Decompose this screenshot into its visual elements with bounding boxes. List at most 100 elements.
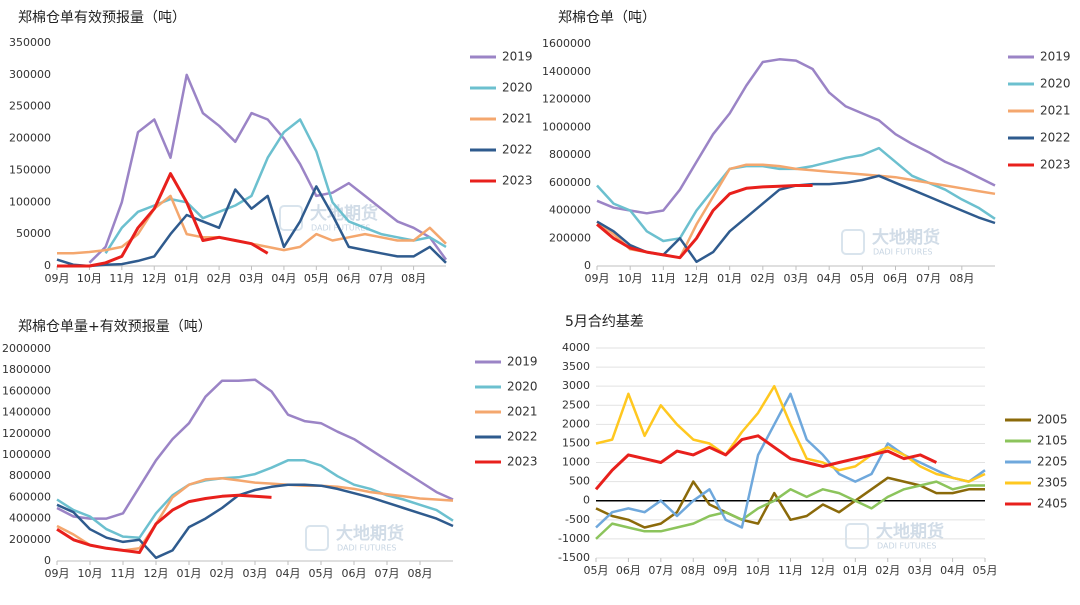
series-line bbox=[595, 480, 985, 540]
watermark-sub: DADI FUTURES bbox=[877, 542, 936, 551]
watermark-logo bbox=[279, 205, 303, 231]
x-tick-label: 07月 bbox=[648, 564, 673, 577]
legend-label: 2020 bbox=[502, 81, 533, 95]
y-tick-label: 1000 bbox=[562, 456, 590, 469]
x-tick-label: 01月 bbox=[174, 272, 199, 285]
x-tick-label: 05月 bbox=[850, 272, 875, 285]
y-tick-label: 350000 bbox=[9, 36, 51, 49]
x-tick-label: 11月 bbox=[778, 564, 803, 577]
x-tick-label: 11月 bbox=[111, 567, 136, 580]
watermark-logo bbox=[305, 525, 329, 551]
legend-label: 2021 bbox=[507, 405, 538, 419]
x-tick-label: 07月 bbox=[375, 567, 400, 580]
x-tick-label: 08月 bbox=[401, 272, 426, 285]
legend-label: 2022 bbox=[507, 430, 538, 444]
y-tick-label: 3000 bbox=[562, 379, 590, 392]
legend-label: 2021 bbox=[502, 112, 533, 126]
y-tick-label: 0 bbox=[583, 494, 590, 507]
x-tick-label: 06月 bbox=[616, 564, 641, 577]
legend-label: 2020 bbox=[507, 380, 538, 394]
x-tick-label: 02月 bbox=[750, 272, 775, 285]
x-tick-label: 10月 bbox=[618, 272, 643, 285]
y-tick-label: 1500 bbox=[562, 436, 590, 449]
x-tick-label: 08月 bbox=[681, 564, 706, 577]
x-tick-label: 10月 bbox=[77, 272, 102, 285]
series-line bbox=[594, 434, 938, 491]
legend-label: 2020 bbox=[1040, 77, 1071, 91]
watermark-sub: DADI FUTURES bbox=[311, 224, 370, 233]
series-line bbox=[104, 118, 447, 254]
x-tick-label: 10月 bbox=[78, 567, 103, 580]
x-tick-label: 01月 bbox=[177, 567, 202, 580]
x-tick-label: 03月 bbox=[243, 567, 268, 580]
x-tick-label: 12月 bbox=[142, 272, 167, 285]
y-tick-label: -1000 bbox=[558, 532, 590, 545]
x-tick-label: 07月 bbox=[916, 272, 941, 285]
legend-label: 2021 bbox=[1040, 104, 1071, 118]
y-tick-label: 600000 bbox=[549, 176, 591, 189]
series-line bbox=[88, 73, 448, 264]
y-tick-label: 0 bbox=[44, 554, 51, 567]
y-tick-label: 600000 bbox=[9, 490, 51, 503]
legend-label: 2105 bbox=[1037, 434, 1068, 448]
watermark: 大地期货 bbox=[310, 203, 378, 224]
series-line bbox=[596, 184, 813, 260]
series-line bbox=[57, 172, 269, 268]
y-tick-label: 200000 bbox=[9, 533, 51, 546]
legend-label: 2019 bbox=[1040, 50, 1071, 64]
x-tick-label: 12月 bbox=[144, 567, 169, 580]
x-tick-label: 03月 bbox=[784, 272, 809, 285]
watermark-logo bbox=[841, 229, 865, 255]
x-tick-label: 06月 bbox=[336, 272, 361, 285]
y-tick-label: 300000 bbox=[9, 68, 51, 81]
series-line bbox=[56, 378, 454, 520]
series-line bbox=[56, 483, 454, 560]
y-tick-label: -1500 bbox=[558, 551, 590, 564]
legend-label: 2022 bbox=[502, 143, 533, 157]
series-line bbox=[596, 174, 996, 264]
watermark: 大地期货 bbox=[336, 523, 404, 544]
legend-label: 2205 bbox=[1037, 455, 1068, 469]
x-tick-label: 05月 bbox=[584, 564, 609, 577]
y-tick-label: 800000 bbox=[549, 148, 591, 161]
y-tick-label: 250000 bbox=[9, 100, 51, 113]
x-tick-label: 03月 bbox=[239, 272, 264, 285]
x-tick-label: 01月 bbox=[717, 272, 742, 285]
y-tick-label: 1600000 bbox=[2, 384, 51, 397]
series-line bbox=[56, 185, 447, 268]
chart-title: 郑棉仓单（吨） bbox=[558, 9, 656, 26]
x-tick-label: 04月 bbox=[271, 272, 296, 285]
x-tick-label: 12月 bbox=[810, 564, 835, 577]
x-tick-label: 12月 bbox=[684, 272, 709, 285]
x-tick-label: 09月 bbox=[713, 564, 738, 577]
series-line bbox=[56, 493, 272, 554]
x-tick-label: 08月 bbox=[949, 272, 974, 285]
y-tick-label: 3500 bbox=[562, 360, 590, 373]
y-tick-label: 50000 bbox=[16, 227, 51, 240]
legend-label: 2305 bbox=[1037, 476, 1068, 490]
x-tick-label: 05月 bbox=[304, 272, 329, 285]
x-tick-label: 05月 bbox=[309, 567, 334, 580]
y-tick-label: -500 bbox=[565, 513, 590, 526]
legend-label: 2005 bbox=[1037, 413, 1068, 427]
x-tick-label: 07月 bbox=[369, 272, 394, 285]
y-tick-label: 400000 bbox=[9, 512, 51, 525]
series-line bbox=[595, 392, 986, 529]
y-tick-label: 2000 bbox=[562, 417, 590, 430]
y-tick-label: 0 bbox=[44, 259, 51, 272]
chart-title: 郑棉仓单量+有效预报量（吨） bbox=[18, 318, 212, 335]
legend-label: 2019 bbox=[507, 355, 538, 369]
legend-label: 2023 bbox=[1040, 158, 1071, 172]
legend-label: 2405 bbox=[1037, 497, 1068, 511]
x-tick-label: 04月 bbox=[817, 272, 842, 285]
watermark: 大地期货 bbox=[876, 521, 944, 542]
x-tick-label: 05月 bbox=[973, 564, 998, 577]
x-tick-label: 11月 bbox=[109, 272, 134, 285]
x-tick-label: 09月 bbox=[585, 272, 610, 285]
watermark-sub: DADI FUTURES bbox=[873, 248, 932, 257]
x-tick-label: 02月 bbox=[207, 272, 232, 285]
x-tick-label: 01月 bbox=[843, 564, 868, 577]
chart-title: 5月合约基差 bbox=[565, 313, 644, 330]
y-tick-label: 1800000 bbox=[2, 363, 51, 376]
